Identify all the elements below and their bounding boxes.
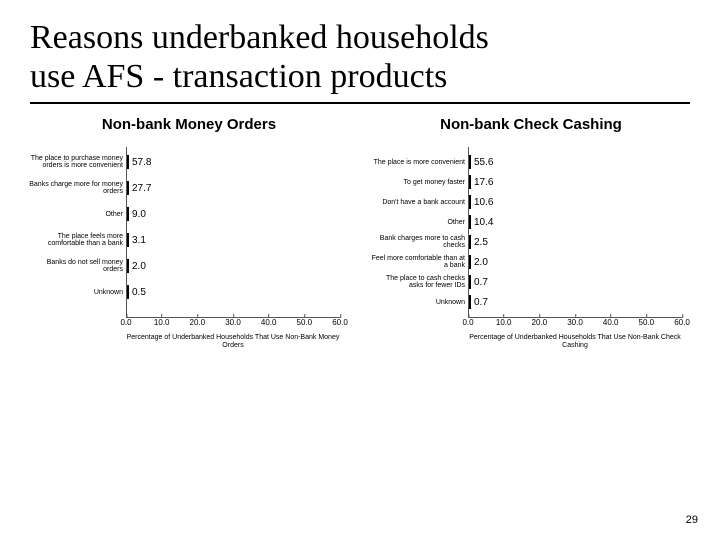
money-orders-value: 9.0: [129, 209, 146, 220]
money-orders-x-tick: 30.0: [225, 318, 241, 327]
check-cashing-value: 0.7: [471, 297, 488, 308]
x-ticks-left: 0.010.020.030.040.050.060.0: [126, 318, 340, 332]
money-orders-x-tick: 60.0: [332, 318, 348, 327]
check-cashing-x-tick: 60.0: [674, 318, 690, 327]
slide: Reasons underbanked households use AFS -…: [0, 0, 720, 540]
check-cashing-row: Don't have a bank account10.6: [469, 193, 493, 211]
money-orders-value: 0.5: [129, 287, 146, 298]
check-cashing-value: 2.5: [471, 237, 488, 248]
chart-money-orders: Non-bank Money Orders The place to purch…: [30, 116, 348, 349]
money-orders-value: 3.1: [129, 235, 146, 246]
chart-title-right: Non-bank Check Cashing: [372, 116, 690, 133]
money-orders-label: Other: [29, 211, 127, 218]
x-label-left: Percentage of Underbanked Households Tha…: [126, 334, 340, 349]
charts-row: Non-bank Money Orders The place to purch…: [30, 116, 690, 349]
check-cashing-x-tick: 30.0: [567, 318, 583, 327]
money-orders-label: The place to purchase money orders is mo…: [29, 155, 127, 170]
check-cashing-label: The place is more convenient: [371, 159, 469, 166]
money-orders-label: Unknown: [29, 289, 127, 296]
check-cashing-value: 10.4: [471, 217, 493, 228]
check-cashing-x-tick: 10.0: [496, 318, 512, 327]
check-cashing-row: Other10.4: [469, 213, 493, 231]
money-orders-value: 27.7: [129, 183, 151, 194]
money-orders-row: The place to purchase money orders is mo…: [127, 153, 151, 171]
money-orders-row: Other9.0: [127, 205, 146, 223]
money-orders-x-tick: 50.0: [297, 318, 313, 327]
x-ticks-right: 0.010.020.030.040.050.060.0: [468, 318, 682, 332]
title-line-2: use AFS - transaction products: [30, 58, 447, 95]
check-cashing-label: Don't have a bank account: [371, 199, 469, 206]
title-underline: [30, 102, 690, 104]
check-cashing-value: 17.6: [471, 177, 493, 188]
check-cashing-x-tick: 20.0: [532, 318, 548, 327]
check-cashing-label: Bank charges more to cash checks: [371, 235, 469, 250]
chart-body-left: The place to purchase money orders is mo…: [30, 147, 348, 349]
money-orders-label: Banks charge more for money orders: [29, 181, 127, 196]
check-cashing-row: Feel more comfortable than at a bank2.0: [469, 253, 488, 271]
money-orders-row: The place feels more comfortable than a …: [127, 231, 146, 249]
money-orders-label: The place feels more comfortable than a …: [29, 233, 127, 248]
chart-body-right: The place is more convenient55.6 To get m…: [372, 147, 690, 349]
check-cashing-x-tick: 40.0: [603, 318, 619, 327]
check-cashing-label: Feel more comfortable than at a bank: [371, 255, 469, 270]
money-orders-value: 57.8: [129, 157, 151, 168]
money-orders-x-tick: 0.0: [120, 318, 131, 327]
plot-area-left: The place to purchase money orders is mo…: [126, 147, 340, 318]
check-cashing-value: 10.6: [471, 197, 493, 208]
check-cashing-x-tick: 50.0: [639, 318, 655, 327]
check-cashing-row: The place to cash checks asks for fewer …: [469, 273, 488, 291]
money-orders-value: 2.0: [129, 261, 146, 272]
slide-title: Reasons underbanked households use AFS -…: [30, 18, 690, 96]
money-orders-x-tick: 40.0: [261, 318, 277, 327]
check-cashing-label: The place to cash checks asks for fewer …: [371, 275, 469, 290]
check-cashing-label: Other: [371, 219, 469, 226]
check-cashing-value: 55.6: [471, 157, 493, 168]
check-cashing-x-tick: 0.0: [462, 318, 473, 327]
check-cashing-row: Bank charges more to cash checks2.5: [469, 233, 488, 251]
plot-area-right: The place is more convenient55.6 To get m…: [468, 147, 682, 318]
chart-title-left: Non-bank Money Orders: [30, 116, 348, 133]
money-orders-row: Banks do not sell money orders2.0: [127, 257, 146, 275]
check-cashing-label: Unknown: [371, 299, 469, 306]
check-cashing-label: To get money faster: [371, 179, 469, 186]
x-label-right: Percentage of Underbanked Households Tha…: [468, 334, 682, 349]
money-orders-x-tick: 10.0: [154, 318, 170, 327]
check-cashing-row: The place is more convenient55.6: [469, 153, 493, 171]
check-cashing-value: 2.0: [471, 257, 488, 268]
money-orders-row: Banks charge more for money orders27.7: [127, 179, 151, 197]
check-cashing-row: Unknown0.7: [469, 293, 488, 311]
chart-check-cashing: Non-bank Check Cashing The place is more…: [372, 116, 690, 349]
title-line-1: Reasons underbanked households: [30, 19, 489, 56]
page-number: 29: [686, 514, 698, 526]
money-orders-label: Banks do not sell money orders: [29, 259, 127, 274]
money-orders-x-tick: 20.0: [190, 318, 206, 327]
check-cashing-value: 0.7: [471, 277, 488, 288]
money-orders-row: Unknown0.5: [127, 283, 146, 301]
check-cashing-row: To get money faster17.6: [469, 173, 493, 191]
